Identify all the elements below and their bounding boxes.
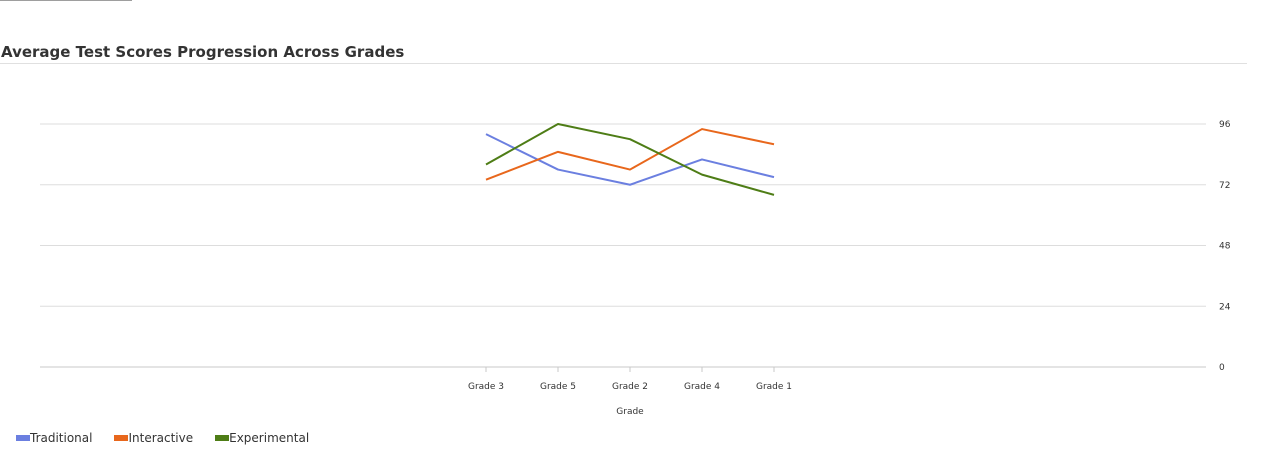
y-tick-label: 0	[1219, 363, 1225, 373]
series-line-experimental	[485, 123, 775, 196]
legend-swatch	[16, 435, 30, 441]
legend-item-traditional[interactable]: Traditional	[16, 431, 92, 445]
series-line-traditional	[485, 133, 775, 186]
chart-header: Average Test Scores Progression Across G…	[0, 41, 1247, 64]
y-tick-label: 48	[1219, 242, 1231, 252]
legend-label: Traditional	[30, 431, 93, 445]
legend-item-experimental[interactable]: Experimental	[215, 431, 309, 445]
y-tick-label: 72	[1219, 181, 1230, 191]
x-tick-label: Grade 5	[540, 382, 576, 392]
x-tick-label: Grade 1	[756, 382, 792, 392]
top-divider	[0, 0, 132, 1]
x-tick-label: Grade 3	[468, 382, 504, 392]
y-tick-label: 96	[1219, 120, 1231, 130]
legend-label: Interactive	[128, 431, 194, 445]
x-tick-label: Grade 2	[612, 382, 648, 392]
chart-legend: Traditional Interactive Experimental	[16, 431, 331, 445]
x-tick-label: Grade 4	[684, 382, 720, 392]
legend-item-interactive[interactable]: Interactive	[114, 431, 193, 445]
legend-swatch	[114, 435, 129, 441]
x-axis-title: Grade	[616, 407, 644, 417]
y-tick-label: 24	[1219, 302, 1231, 312]
legend-label: Experimental	[229, 431, 310, 445]
chart-title: Average Test Scores Progression Across G…	[1, 43, 405, 61]
series-line-interactive	[485, 128, 775, 181]
legend-swatch	[215, 435, 230, 441]
